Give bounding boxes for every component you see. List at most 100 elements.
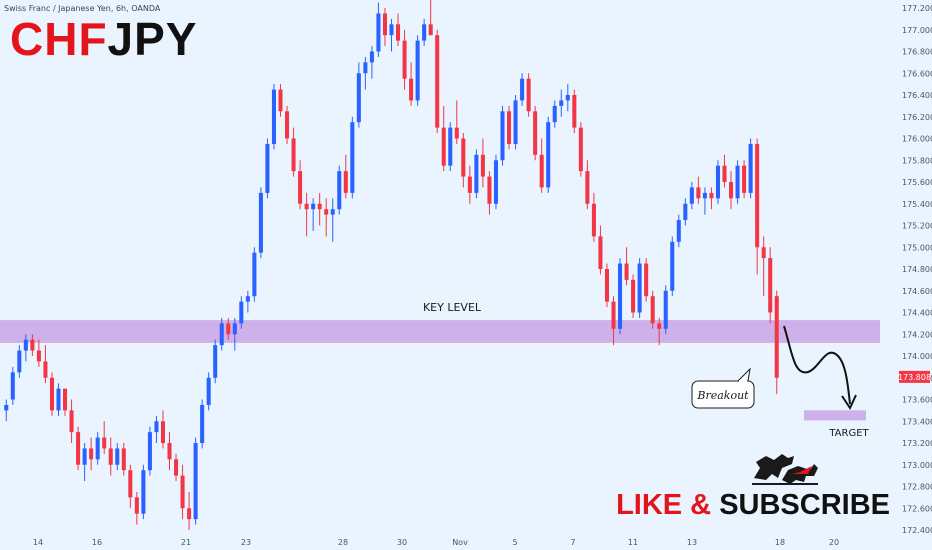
bull-bear-logo-icon [752,454,818,485]
candle-bear [108,448,113,465]
candle-bear [304,203,309,210]
candle-bull [154,421,159,433]
svg-text:173.808: 173.808 [898,373,931,382]
candle-bear [49,377,54,411]
promo-subscribe: SUBSCRIBE [719,489,890,521]
symbol-title-base: CHF [10,13,108,65]
y-tick-label: 177.000 [902,26,932,35]
y-tick-label: 172.400 [902,526,932,535]
candle-bull [363,62,368,74]
candle-bear [134,497,139,514]
candle-bull [252,252,257,297]
candle-bear [441,127,446,166]
y-tick-label: 175.600 [902,178,932,187]
candle-bear [539,154,544,188]
candles-group [4,0,779,530]
y-tick-label: 175.200 [902,222,932,231]
key-level-zone [0,320,880,343]
candle-bull [369,51,374,63]
y-tick-label: 174.800 [902,265,932,274]
candle-bear [657,323,662,329]
x-tick-label: 13 [687,538,697,547]
candle-bull [376,13,381,52]
candle-bull [115,448,120,465]
y-tick-label: 175.400 [902,200,932,209]
candle-bear [578,127,583,172]
candle-bull [350,122,355,193]
candle-bear [278,89,283,112]
x-tick-label: 5 [512,538,517,547]
candle-bull [422,24,427,41]
candle-bull [265,143,270,193]
candle-bull [748,143,753,193]
y-tick-label: 174.000 [902,352,932,361]
candle-bull [618,263,623,329]
candle-bull [565,95,570,101]
candle-bull [389,24,394,36]
candle-bear [755,143,760,248]
candle-bull [206,377,211,405]
candle-bear [317,203,322,210]
candle-bear [343,171,348,193]
candle-bull [500,111,505,161]
candle-bull [4,404,9,411]
y-tick-label: 173.000 [902,461,932,470]
y-tick-label: 173.600 [902,396,932,405]
candle-bull [520,78,525,101]
candle-bear [572,95,577,128]
y-tick-label: 175.000 [902,243,932,252]
candle-bear [76,432,81,465]
candle-bull [663,290,668,329]
candle-bull [232,323,237,335]
candle-bull [670,241,675,291]
candle-bear [43,361,48,378]
price-axis[interactable]: 177.200 177.000 176.800 176.600 176.400 176.2… [902,4,932,535]
candle-bear [396,24,401,41]
candle-bull [95,437,100,460]
candle-bear [604,269,609,302]
y-tick-label: 173.200 [902,439,932,448]
y-tick-label: 173.400 [902,417,932,426]
x-tick-label: 28 [338,538,348,547]
candle-bear [226,323,231,335]
x-tick-label: Nov [452,538,468,547]
key-level-label: KEY LEVEL [423,301,482,314]
candle-bull [271,89,276,144]
candle-bear [89,448,94,460]
candle-bear [507,111,512,144]
candle-bull [56,388,61,411]
y-tick-label: 176.800 [902,48,932,57]
candle-bull [415,40,420,101]
candle-bull [17,350,22,373]
candle-bear [487,176,492,204]
x-tick-label: 14 [33,538,43,547]
y-tick-label: 177.200 [902,4,932,13]
y-tick-label: 175.800 [902,156,932,165]
candle-bear [324,209,329,215]
candle-bear [402,40,407,79]
candle-bear [174,459,179,476]
candle-bear [285,111,290,139]
candle-bear [768,258,773,313]
candle-bear [167,443,172,460]
candle-bull [676,220,681,242]
target-label: TARGET [828,428,869,439]
candle-bull [10,372,15,400]
time-axis[interactable]: 14 16 21 23 28 30 Nov 5 7 11 13 18 20 [33,538,839,547]
candle-bear [709,192,714,199]
target-zone [804,410,866,421]
candle-bull [245,296,250,302]
candle-bull [735,165,740,199]
y-tick-label: 176.600 [902,69,932,78]
candle-bear [382,13,387,36]
symbol-title: CHFJPY [10,16,198,62]
candle-bear [30,339,35,351]
candle-bear [598,236,603,269]
candle-bull [213,345,218,378]
like-subscribe-banner: LIKE & SUBSCRIBE [616,491,890,520]
x-tick-label: 11 [628,538,638,547]
candle-bear [298,171,303,204]
candle-bear [102,437,107,449]
y-tick-label: 174.600 [902,287,932,296]
